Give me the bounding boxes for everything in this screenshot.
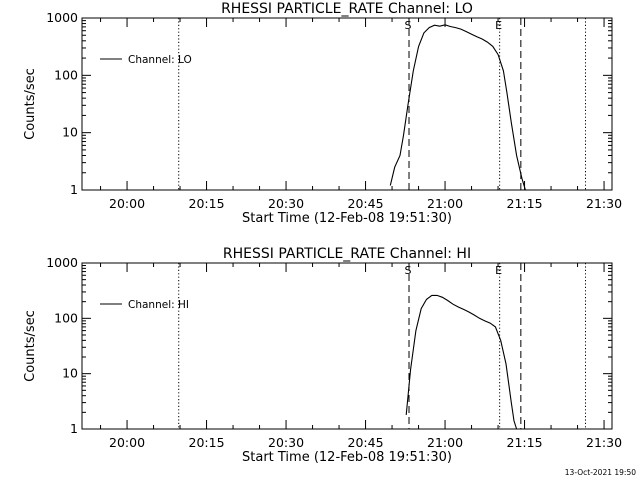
- x-tick-label: 21:15: [507, 196, 543, 211]
- x-tick-label: 21:00: [427, 435, 463, 450]
- x-tick-label: 20:15: [189, 196, 225, 211]
- x-tick-label: 20:45: [348, 196, 384, 211]
- legend-label: Channel: HI: [128, 299, 189, 311]
- y-tick-label: 10: [62, 125, 78, 140]
- y-tick-label: 10: [62, 366, 78, 381]
- chart-panel-1: RHESSI PARTICLE_RATE Channel: LO 20:00 20:…: [23, 1, 622, 226]
- x-tick-label: 20:45: [348, 435, 384, 450]
- y-tick-label: 100: [54, 67, 78, 82]
- x-tick-label: 21:15: [507, 435, 543, 450]
- legend-label: Channel: LO: [128, 54, 192, 66]
- plot-frame: [81, 262, 613, 430]
- series-line-1: [405, 294, 518, 430]
- x-tick-label: 21:30: [586, 435, 622, 450]
- x-axis-label: Start Time (12-Feb-08 19:51:30): [242, 450, 452, 465]
- y-tick-label: 100: [54, 310, 78, 325]
- y-tick-label: 1000: [46, 255, 78, 270]
- y-axis-label: Counts/sec: [23, 310, 38, 382]
- x-tick-label: 20:30: [268, 435, 304, 450]
- y-tick-label: 1000: [46, 10, 78, 25]
- time-marker-label: E: [495, 19, 502, 32]
- y-tick-label: 1: [70, 182, 78, 197]
- x-tick-label: 20:30: [268, 196, 304, 211]
- chart-title: RHESSI PARTICLE_RATE Channel: HI: [223, 246, 471, 262]
- time-marker-label: S: [405, 19, 412, 32]
- series-line-1: [389, 24, 526, 191]
- time-marker-label: E: [495, 264, 502, 277]
- x-tick-label: 21:30: [586, 196, 622, 211]
- x-tick-label: 20:00: [109, 196, 145, 211]
- x-axis-label: Start Time (12-Feb-08 19:51:30): [242, 211, 452, 226]
- x-tick-label: 21:00: [427, 196, 463, 211]
- x-tick-label: 20:15: [189, 435, 225, 450]
- chart-title: RHESSI PARTICLE_RATE Channel: LO: [221, 1, 473, 17]
- y-axis-label: Counts/sec: [23, 68, 38, 140]
- timestamp-stamp: 13-Oct-2021 19:50: [565, 468, 636, 477]
- plot-frame: [81, 17, 613, 191]
- x-tick-label: 20:00: [109, 435, 145, 450]
- y-tick-label: 1: [70, 421, 78, 436]
- time-marker-label: S: [405, 264, 412, 277]
- chart-panel-2: RHESSI PARTICLE_RATE Channel: HI 20:00 20:…: [23, 246, 622, 465]
